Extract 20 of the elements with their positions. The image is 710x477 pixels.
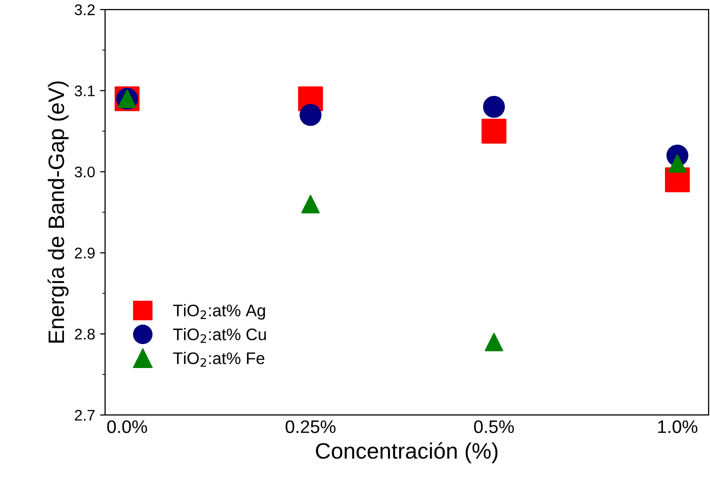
y-tick-label: 3.2: [74, 4, 95, 16]
x-tick-label: 0.25%: [286, 420, 336, 434]
x-tick-label: 0.0%: [107, 420, 148, 434]
y-axis-title: Energía de Band-Gap (eV): [48, 81, 69, 343]
legend-label: TiO$_{2}$:at% Ag: [173, 304, 265, 320]
legend-label: TiO$_{2}$:at% Fe: [173, 352, 264, 367]
x-axis-title: Concentración (%): [316, 442, 498, 464]
point: [482, 118, 506, 144]
y-tick-label: 3.1: [74, 86, 95, 96]
legend-label: TiO$_{2}$:at% Cu: [173, 328, 266, 343]
point: [300, 104, 322, 126]
x-tick-label: 0.5%: [474, 420, 514, 434]
y-tick-label: 2.8: [74, 328, 95, 340]
x-tick-label: 1.0%: [658, 420, 698, 434]
point: [483, 96, 505, 118]
y-tick-label: 3.0: [74, 166, 95, 178]
y-tick-label: 2.9: [74, 248, 95, 258]
point: [484, 332, 504, 352]
y-tick-label: 2.7: [74, 410, 95, 421]
point: [301, 194, 320, 214]
